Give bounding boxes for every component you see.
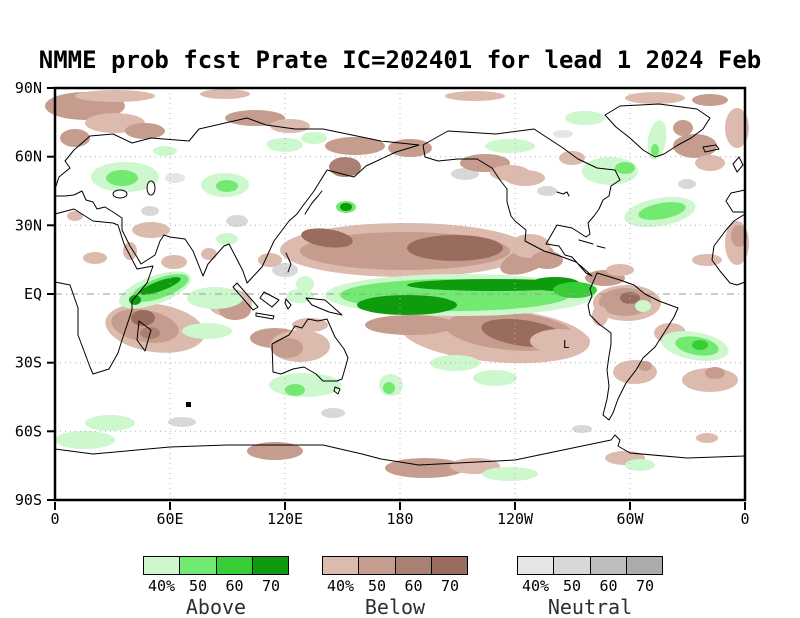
legend-below: 40% 50 60 70 Below bbox=[322, 556, 468, 618]
legend-swatch-neutral-40 bbox=[518, 557, 555, 574]
y-tick-label: 30N bbox=[15, 216, 42, 234]
y-tick-label: 60N bbox=[15, 148, 42, 166]
legend-swatch-above-70 bbox=[252, 557, 288, 574]
legend-tick-label: 60 bbox=[599, 577, 618, 595]
legend-neutral-ticks: 40% 50 60 70 bbox=[517, 577, 663, 595]
legend-tick-label: 50 bbox=[562, 577, 582, 595]
map-dot-mark bbox=[186, 402, 191, 407]
x-tick-label: 180 bbox=[386, 510, 413, 526]
legend-swatch-above-60 bbox=[216, 557, 253, 574]
legend-tick-label: 50 bbox=[367, 577, 387, 595]
legend-neutral-label: Neutral bbox=[547, 595, 633, 618]
figure-title: NMME prob fcst Prate IC=202401 for lead … bbox=[38, 46, 762, 74]
legend-tick-label: 40% bbox=[147, 577, 176, 595]
x-tick-label: 0 bbox=[50, 510, 59, 526]
legend-tick-label: 70 bbox=[440, 577, 460, 595]
legend-swatch-neutral-70 bbox=[626, 557, 662, 574]
y-tick-label: 60S bbox=[15, 422, 42, 440]
legend-neutral-colorbar bbox=[517, 556, 663, 575]
x-tick-label: 0 bbox=[740, 510, 749, 526]
legend-swatch-below-70 bbox=[431, 557, 467, 574]
legend-below-label: Below bbox=[364, 595, 426, 618]
legend-above: 40% 50 60 70 Above bbox=[143, 556, 289, 618]
above-shading bbox=[55, 111, 729, 481]
legend-tick-label: 60 bbox=[225, 577, 244, 595]
x-tick-label: 120W bbox=[497, 510, 534, 526]
x-tick-label: 60E bbox=[156, 510, 183, 526]
legend-above-label: Above bbox=[185, 595, 247, 618]
legend-swatch-below-40 bbox=[323, 557, 360, 574]
legend-swatch-below-50 bbox=[359, 557, 396, 574]
y-tick-label: 90S bbox=[15, 491, 42, 509]
legend-swatch-above-40 bbox=[144, 557, 181, 574]
legend-tick-label: 40% bbox=[521, 577, 550, 595]
legend-tick-label: 70 bbox=[635, 577, 655, 595]
graticule bbox=[55, 88, 745, 500]
world-probability-map: L 90N 60N 30N EQ 30S 60S 90S bbox=[15, 79, 750, 526]
coastlines bbox=[54, 103, 746, 466]
legend-tick-label: 50 bbox=[188, 577, 208, 595]
y-tick-label: 90N bbox=[15, 79, 42, 97]
legend-tick-label: 60 bbox=[404, 577, 423, 595]
legend-above-ticks: 40% 50 60 70 bbox=[143, 577, 289, 595]
legend-below-colorbar bbox=[322, 556, 468, 575]
y-tick-label: EQ bbox=[24, 285, 42, 303]
legend-swatch-above-50 bbox=[180, 557, 217, 574]
legend-swatch-neutral-50 bbox=[554, 557, 591, 574]
legend-tick-label: 70 bbox=[261, 577, 281, 595]
legend-tick-label: 40% bbox=[326, 577, 355, 595]
y-axis-labels: 90N 60N 30N EQ 30S 60S 90S bbox=[15, 79, 42, 509]
x-tick-label: 120E bbox=[267, 510, 303, 526]
map-l-annotation: L bbox=[563, 338, 570, 351]
axis-ticks bbox=[47, 87, 746, 510]
legend-swatch-neutral-60 bbox=[590, 557, 627, 574]
legend-below-ticks: 40% 50 60 70 bbox=[322, 577, 468, 595]
y-tick-label: 30S bbox=[15, 354, 42, 372]
legend-swatch-below-60 bbox=[395, 557, 432, 574]
x-axis-labels: 0 60E 120E 180 120W 60W 0 bbox=[50, 510, 749, 526]
legend-above-colorbar bbox=[143, 556, 289, 575]
x-tick-label: 60W bbox=[616, 510, 644, 526]
legend-neutral: 40% 50 60 70 Neutral bbox=[517, 556, 663, 618]
